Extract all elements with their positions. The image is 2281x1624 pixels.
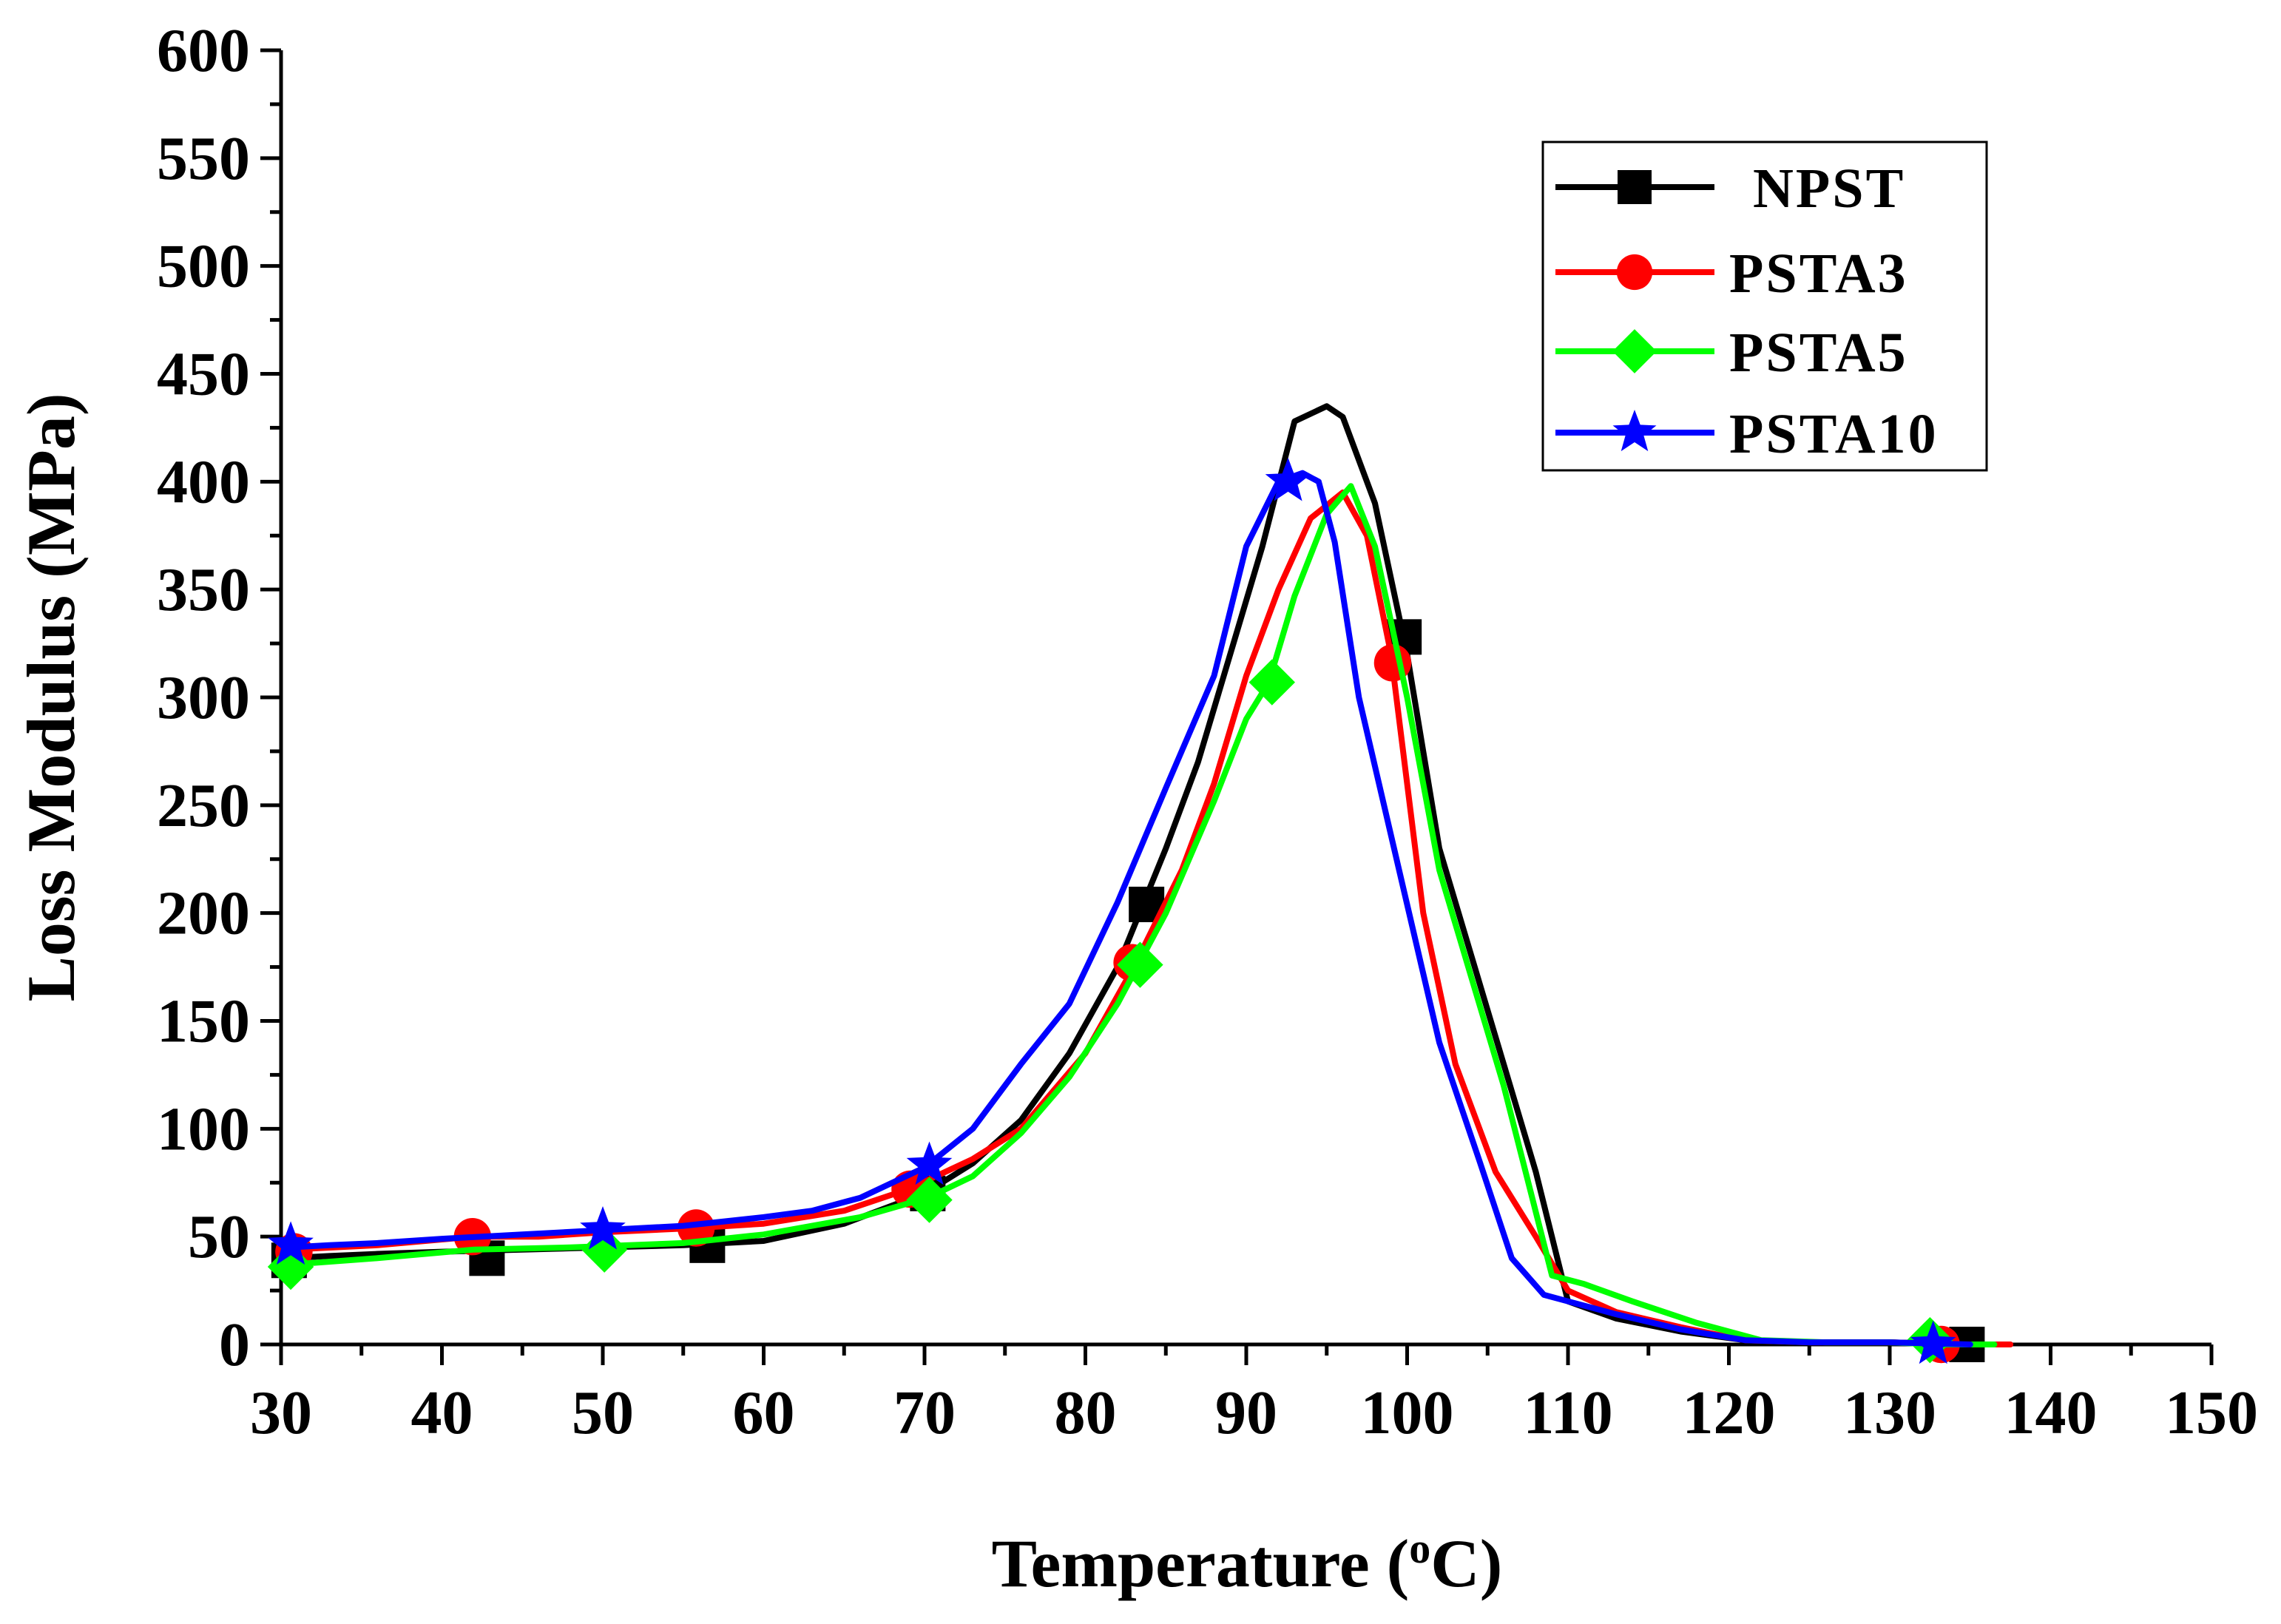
marker-psta5 [1248, 659, 1295, 706]
x-tick-label: 120 [1683, 1378, 1776, 1447]
ticks [260, 48, 2214, 1365]
legend-item-npst: NPST [1555, 158, 1905, 220]
x-tick-label: 110 [1523, 1378, 1612, 1447]
y-tick-labels: 0 50 100 150 200 250 300 350 400 450 500 550 600 [157, 16, 250, 1379]
x-axis-title-main: Temperature ( [992, 1526, 1410, 1601]
legend: NPST PSTA3 PSTA5 PSTA10 [1541, 141, 1988, 472]
y-tick-label: 600 [157, 16, 250, 85]
series-group [267, 403, 2014, 1364]
marker-psta5 [906, 1177, 953, 1223]
y-axis-title: Loss Modulus (MPa) [13, 393, 89, 1002]
x-tick-label: 90 [1215, 1378, 1277, 1447]
x-tick-label: 100 [1361, 1378, 1454, 1447]
marker-psta10 [1910, 1320, 1956, 1364]
marker-psta3 [677, 1209, 715, 1247]
series-psta10 [268, 457, 1973, 1364]
x-tick-labels: 30 40 50 60 70 80 90 100 110 120 130 140 150 [250, 1378, 2258, 1447]
x-tick-label: 60 [733, 1378, 795, 1447]
x-tick-label: 150 [2165, 1378, 2258, 1447]
x-axis-title-unit: C) [1430, 1526, 1502, 1601]
marker-psta10 [1265, 457, 1311, 501]
y-tick-label: 350 [157, 555, 250, 624]
legend-item-psta10: PSTA10 [1555, 403, 1939, 465]
legend-box [1541, 141, 1988, 472]
marker-psta5 [267, 1243, 314, 1290]
series-line-psta5 [285, 483, 1998, 1347]
y-tick-label: 200 [157, 879, 250, 948]
y-tick-label: 400 [157, 447, 250, 516]
marker-psta10 [268, 1221, 314, 1265]
legend-item-psta3: PSTA3 [1555, 243, 1908, 305]
y-tick-label: 0 [219, 1310, 250, 1379]
legend-marker-psta5 [1612, 329, 1657, 373]
legend-label-npst: NPST [1753, 158, 1905, 220]
x-tick-label: 30 [250, 1378, 312, 1447]
x-tick-label: 130 [1843, 1378, 1936, 1447]
y-tick-label: 550 [157, 124, 250, 193]
marker-psta3 [1373, 644, 1412, 682]
x-tick-label: 50 [572, 1378, 634, 1447]
marker-psta10 [906, 1141, 953, 1185]
legend-marker-npst [1618, 170, 1652, 204]
legend-marker-psta10 [1612, 410, 1657, 452]
x-tick-label: 80 [1055, 1378, 1117, 1447]
marker-psta5 [581, 1226, 628, 1273]
legend-marker-psta3 [1616, 254, 1653, 291]
legend-label-psta3: PSTA3 [1729, 243, 1908, 305]
y-tick-label: 500 [157, 232, 250, 301]
marker-psta5 [1117, 941, 1163, 988]
x-tick-label: 70 [893, 1378, 956, 1447]
y-tick-label: 50 [188, 1202, 250, 1271]
y-tick-label: 250 [157, 771, 250, 840]
y-tick-label: 100 [157, 1094, 250, 1163]
x-axis-title: Temperature (oC) [992, 1524, 1503, 1602]
y-tick-label: 450 [157, 340, 250, 409]
x-tick-label: 140 [2004, 1378, 2098, 1447]
series-line-psta10 [285, 470, 1973, 1347]
y-tick-label: 150 [157, 987, 250, 1056]
x-axis-title-sup: o [1409, 1524, 1430, 1572]
y-tick-label: 300 [157, 663, 250, 732]
marker-psta10 [580, 1206, 626, 1250]
x-tick-label: 40 [411, 1378, 473, 1447]
legend-label-psta5: PSTA5 [1729, 322, 1908, 384]
legend-item-psta5: PSTA5 [1555, 322, 1908, 384]
legend-label-psta10: PSTA10 [1729, 403, 1939, 465]
